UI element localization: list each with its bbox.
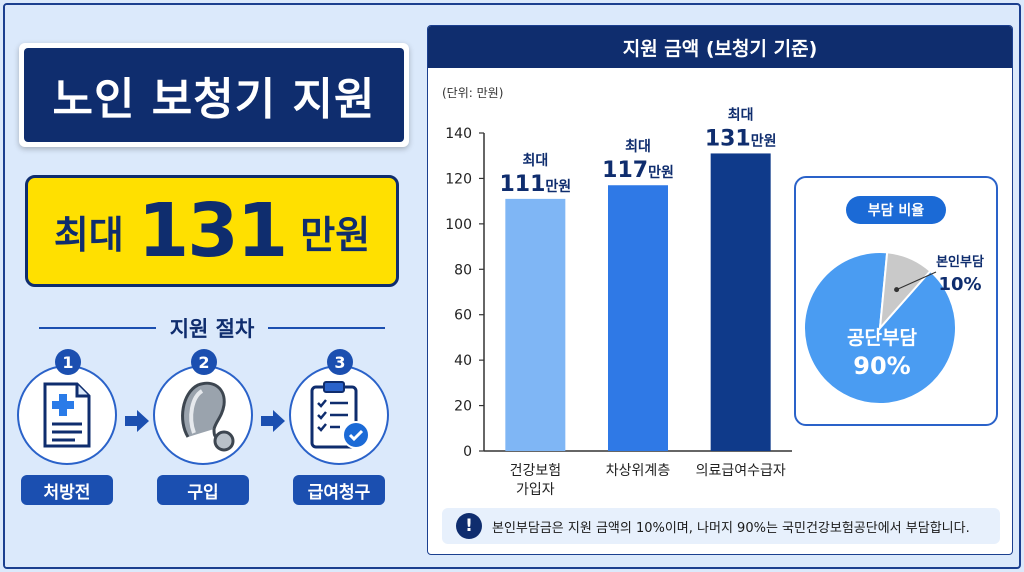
step-label: 급여청구 [293, 475, 385, 505]
data-label-number: 131 [705, 126, 751, 151]
prescription-document-icon [43, 382, 91, 448]
amount-unit: 만원 [300, 212, 371, 257]
step-prescription: 1 처방전 [17, 347, 117, 505]
exclamation-icon: ! [456, 513, 482, 539]
step-number: 2 [191, 349, 217, 375]
right-panel: 지원 금액 (보청기 기준) (단위: 만원) 0 20 40 60 80 100 120 1… [427, 25, 1013, 555]
data-label-number: 111 [499, 172, 545, 197]
y-tick-label: 40 [454, 353, 472, 369]
arrow-right-icon [261, 410, 285, 432]
chart-header: 지원 금액 (보청기 기준) [428, 26, 1012, 68]
note-box: ! 본인부담금은 지원 금액의 10%이며, 나머지 90%는 국민건강보험공단… [442, 508, 1000, 544]
data-label-number: 117 [602, 158, 648, 183]
pie-chart: 공단부담 90% 본인부담 10% [803, 251, 984, 405]
data-label: 131만원 [705, 126, 777, 151]
title-box: 노인 보청기 지원 [19, 43, 409, 147]
max-amount-box: 최대 131 만원 [25, 175, 399, 287]
step-circle [289, 365, 389, 465]
data-label-prefix: 최대 [625, 139, 651, 155]
page-title: 노인 보청기 지원 [24, 48, 404, 142]
bar [608, 185, 668, 451]
hearing-aid-icon [181, 381, 235, 452]
pie-pointer-line [896, 271, 937, 291]
y-tick-label: 20 [454, 399, 472, 415]
y-tick-label: 120 [445, 171, 472, 187]
pie-slice-value: 90% [853, 352, 910, 380]
data-label-unit: 만원 [751, 133, 777, 149]
amount-prefix: 최대 [53, 212, 124, 257]
pie-slice [878, 251, 932, 331]
y-tick-label: 60 [454, 308, 472, 324]
step-number: 1 [55, 349, 81, 375]
step-purchase: 2 구입 [153, 347, 253, 505]
data-label-unit: 만원 [648, 165, 674, 181]
data-label-unit: 만원 [545, 179, 571, 195]
y-tick-label: 100 [445, 217, 472, 233]
unit-label: (단위: 만원) [442, 86, 504, 100]
step-number: 3 [327, 349, 353, 375]
x-tick-label: 건강보험 [510, 463, 562, 479]
pie-title: 부담 비율 [846, 196, 946, 224]
step-label: 처방전 [21, 475, 113, 505]
data-label: 111만원 [499, 172, 571, 197]
pie-pointer-dot [894, 287, 900, 293]
bar [710, 153, 771, 451]
bar [505, 198, 566, 451]
note-text: 본인부담금은 지원 금액의 10%이며, 나머지 90%는 국민건강보험공단에서… [492, 520, 970, 536]
x-tick-label: 차상위계층 [606, 463, 671, 479]
pie-box: 부담 비율 공단부담 90% 본인부담 10% [794, 176, 998, 426]
process-title-text: 지원 절차 [169, 317, 255, 341]
left-panel: 노인 보청기 지원 최대 131 만원 지원 절차 1 [5, 5, 413, 567]
y-tick-label: 0 [463, 444, 472, 460]
step-label: 구입 [157, 475, 249, 505]
step-circle [17, 365, 117, 465]
process-title: 지원 절차 [25, 313, 399, 343]
infographic-frame: 노인 보청기 지원 최대 131 만원 지원 절차 1 [3, 3, 1021, 569]
data-label: 117만원 [602, 158, 674, 183]
arrow-right-icon [125, 410, 149, 432]
pie-slice-value: 10% [938, 274, 981, 295]
clipboard-check-icon [310, 381, 370, 449]
data-label-prefix: 최대 [728, 107, 754, 123]
x-tick-label: 가입자 [516, 482, 555, 498]
pie-slice-label: 공단부담 [847, 327, 917, 349]
data-label-prefix: 최대 [522, 153, 548, 169]
divider-left [39, 327, 156, 329]
amount-number: 131 [137, 188, 288, 274]
pie-slice-label: 본인부담 [936, 254, 984, 270]
step-circle [153, 365, 253, 465]
divider-right [268, 327, 385, 329]
y-tick-label: 140 [445, 126, 472, 142]
x-tick-label: 의료급여수급자 [696, 463, 786, 479]
y-tick-label: 80 [454, 262, 472, 278]
step-claim: 3 급여청구 [289, 347, 389, 505]
bar-chart: 020406080100120140최대111만원건강보험가입자최대117만원차… [445, 107, 792, 498]
